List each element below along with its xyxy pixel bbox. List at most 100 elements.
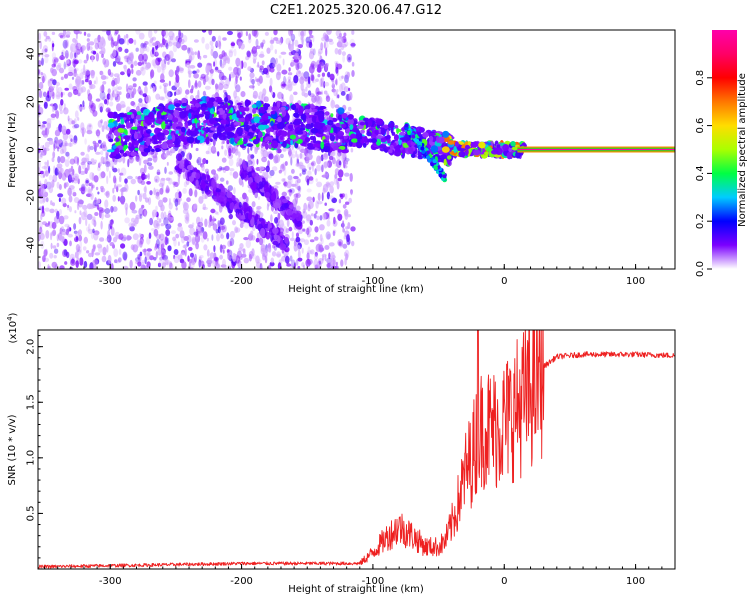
spectrogram-noise-cell bbox=[64, 168, 71, 178]
spectrogram-noise-cell bbox=[45, 35, 50, 40]
spectrogram-noise-cell bbox=[188, 263, 195, 268]
spectrogram-noise-cell bbox=[100, 171, 106, 179]
spectrogram-noise-cell bbox=[311, 74, 315, 84]
spectrogram-noise-cell bbox=[40, 153, 43, 158]
spectrogram-noise-cell bbox=[160, 63, 167, 71]
spectrogram-noise-cell bbox=[146, 46, 150, 53]
spectrogram-noise-cell bbox=[76, 156, 80, 166]
spectrogram-noise-cell bbox=[326, 263, 331, 268]
spectrogram-noise-cell bbox=[97, 133, 100, 139]
spectrogram-noise-cell bbox=[148, 232, 152, 239]
spectrogram-noise-cell bbox=[222, 37, 227, 41]
spectrogram-noise-cell bbox=[55, 110, 59, 115]
spectrogram-noise-cell bbox=[90, 158, 95, 163]
spectrogram-noise-cell bbox=[99, 70, 104, 76]
spectrogram-noise-cell bbox=[165, 189, 170, 194]
spectrogram-noise-cell bbox=[274, 217, 279, 224]
spectrogram-noise-cell bbox=[95, 151, 101, 155]
spectrogram-noise-cell bbox=[219, 254, 224, 260]
spectrogram-noise-cell bbox=[75, 32, 78, 40]
spectrogram-noise-cell bbox=[152, 85, 155, 93]
spectrogram-noise-cell bbox=[56, 127, 59, 131]
spectrogram-noise-cell bbox=[300, 148, 306, 154]
spectrogram-ridge-cell bbox=[300, 113, 307, 121]
spectrogram-noise-cell bbox=[270, 43, 274, 51]
spectrogram-noise-cell bbox=[272, 62, 277, 68]
spectrogram-noise-cell bbox=[261, 43, 264, 50]
spectrogram-noise-cell bbox=[308, 41, 313, 49]
spectrogram-noise-cell bbox=[251, 78, 255, 85]
spectrogram-noise-cell bbox=[229, 171, 233, 176]
spectrogram-noise-cell bbox=[297, 44, 303, 49]
spectrogram-noise-cell bbox=[120, 104, 126, 108]
spectrogram-ridge-cell bbox=[506, 151, 512, 160]
spectrogram-noise-cell bbox=[57, 193, 64, 198]
spectrogram-noise-cell bbox=[149, 217, 154, 226]
spectrogram-ridge-cell bbox=[366, 131, 372, 137]
spectrogram-noise-cell bbox=[130, 64, 134, 69]
spectrogram-noise-cell bbox=[262, 149, 269, 158]
spectrogram-noise-cell bbox=[196, 157, 202, 166]
spectrogram-feature-cell bbox=[238, 212, 242, 221]
spectrogram-ridge-cell bbox=[229, 114, 233, 120]
spectrogram-noise-cell bbox=[95, 98, 101, 102]
spectrogram-noise-cell bbox=[300, 82, 304, 92]
spectrogram-noise-cell bbox=[230, 42, 236, 47]
spectrogram-noise-cell bbox=[145, 95, 151, 103]
spectrogram-noise-cell bbox=[137, 61, 143, 66]
spectrogram-noise-cell bbox=[160, 43, 163, 48]
spectrogram-ridge-cell bbox=[161, 111, 167, 115]
spectrogram-noise-cell bbox=[199, 255, 204, 259]
spectrogram-noise-cell bbox=[52, 151, 56, 159]
spectrogram-feature-cell bbox=[273, 202, 281, 209]
spectrogram-noise-cell bbox=[135, 195, 138, 202]
spectrogram-noise-cell bbox=[161, 67, 165, 75]
spectrogram-noise-cell bbox=[331, 98, 334, 106]
spectrogram-noise-cell bbox=[52, 91, 55, 100]
spectrogram-noise-cell bbox=[240, 91, 246, 98]
spectrogram-noise-cell bbox=[147, 197, 152, 205]
spectrogram-noise-cell bbox=[68, 134, 73, 139]
spectrogram-noise-cell bbox=[232, 171, 239, 179]
spectrogram-noise-cell bbox=[44, 161, 48, 165]
spectrogram-noise-cell bbox=[346, 71, 351, 79]
spectrogram-noise-cell bbox=[104, 99, 108, 105]
spectrogram-ridge-cell bbox=[337, 114, 343, 121]
spectrogram-noise-cell bbox=[167, 61, 170, 65]
spectrogram-noise-cell bbox=[149, 255, 154, 261]
spectrogram-noise-cell bbox=[221, 157, 227, 163]
spectrogram-noise-cell bbox=[48, 80, 51, 84]
spectrogram-ridge-cell bbox=[341, 113, 348, 119]
spectrogram-noise-cell bbox=[305, 36, 311, 44]
spectrogram-noise-cell bbox=[215, 85, 220, 94]
spectrogram-noise-cell bbox=[95, 52, 99, 62]
spectrogram-ridge-cell bbox=[305, 104, 311, 110]
spectrogram-noise-cell bbox=[269, 77, 273, 87]
spectrogram-noise-cell bbox=[168, 262, 174, 269]
spectrogram-noise-cell bbox=[202, 158, 207, 165]
spectrogram-feature-cell bbox=[281, 198, 288, 204]
spectrogram-ridge-cell bbox=[234, 137, 239, 143]
spectrogram-ridge-cell bbox=[108, 138, 114, 143]
spectrogram-ridge-cell bbox=[318, 107, 324, 111]
spectrogram-ridge-cell bbox=[464, 144, 471, 150]
spectrogram-noise-cell bbox=[326, 30, 332, 35]
spectrogram-ridge-cell bbox=[310, 128, 319, 134]
spectrogram-noise-cell bbox=[260, 150, 265, 158]
spectrogram-noise-cell bbox=[302, 210, 308, 219]
spectrogram-noise-cell bbox=[195, 94, 200, 100]
spectrogram-noise-cell bbox=[323, 161, 329, 168]
spectrogram-noise-cell bbox=[190, 252, 194, 258]
spectrogram-noise-cell bbox=[162, 255, 167, 261]
spectrogram-noise-cell bbox=[56, 210, 60, 220]
spectrogram-noise-cell bbox=[94, 212, 99, 216]
spectrogram-noise-cell bbox=[65, 52, 69, 59]
spectrogram-noise-cell bbox=[129, 226, 135, 232]
spectrogram-noise-cell bbox=[168, 217, 174, 221]
spectrogram-ridge-cell bbox=[222, 113, 227, 120]
spectrogram-ridge-cell bbox=[320, 141, 325, 150]
spectrogram-noise-cell bbox=[212, 138, 216, 147]
spectrogram-ridge-cell bbox=[135, 114, 142, 120]
spectrogram-noise-cell bbox=[235, 103, 239, 111]
